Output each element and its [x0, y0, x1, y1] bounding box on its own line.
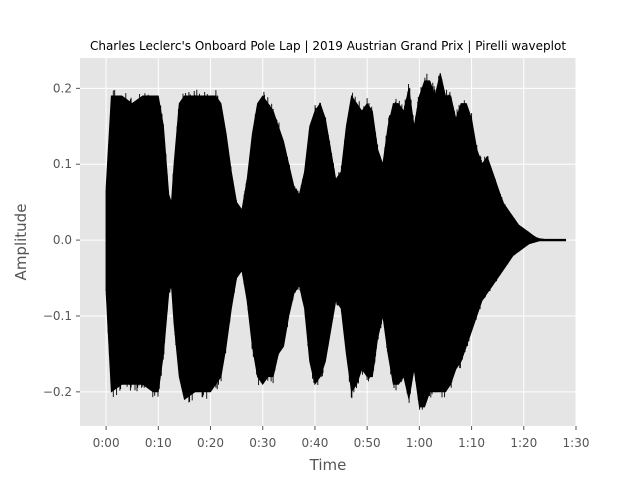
waveform	[105, 73, 567, 410]
chart-title: Charles Leclerc's Onboard Pole Lap | 201…	[90, 39, 566, 53]
x-axis-ticks: 0:00 0:10 0:20 0:30 0:40 0:50 1:00 1:10 1:20 1:30	[93, 426, 590, 450]
x-tick-label: 0:10	[145, 436, 172, 450]
x-tick-label: 1:30	[563, 436, 590, 450]
waveform-spikes	[105, 73, 567, 410]
x-tick-label: 0:00	[93, 436, 120, 450]
x-tick-label: 0:20	[197, 436, 224, 450]
x-tick-label: 0:30	[249, 436, 276, 450]
y-tick-label: −0.2	[43, 385, 72, 399]
x-tick-label: 0:50	[354, 436, 381, 450]
y-tick-label: 0.0	[53, 233, 72, 247]
x-tick-label: 1:10	[458, 436, 485, 450]
y-tick-label: 0.1	[53, 157, 72, 171]
y-tick-label: 0.2	[53, 81, 72, 95]
y-axis-ticks: −0.2 −0.1 0.0 0.1 0.2	[43, 81, 80, 399]
y-tick-label: −0.1	[43, 309, 72, 323]
x-tick-label: 1:20	[510, 436, 537, 450]
x-tick-label: 0:40	[301, 436, 328, 450]
y-axis-label: Amplitude	[12, 204, 30, 281]
x-axis-label: Time	[309, 456, 347, 474]
x-tick-label: 1:00	[406, 436, 433, 450]
